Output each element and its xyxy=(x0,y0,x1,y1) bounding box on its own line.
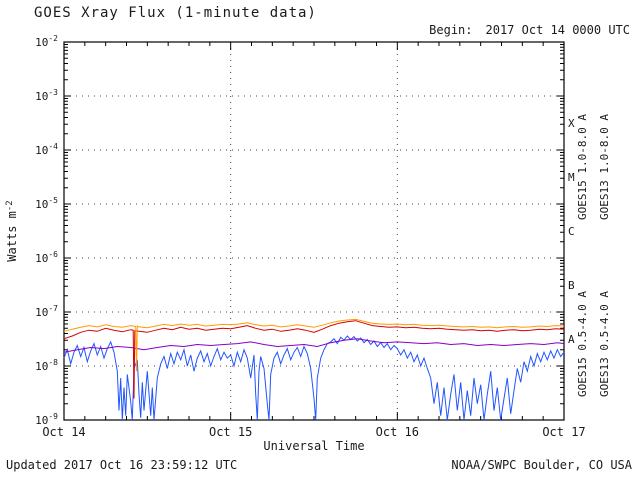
y-tick-label: 10-4 xyxy=(35,142,58,157)
plot-frame xyxy=(63,41,565,421)
axis-ticks xyxy=(63,41,565,421)
plot-border xyxy=(63,41,565,421)
y-tick-label: 10-6 xyxy=(35,250,58,265)
x-axis-tick-labels: Oct 14 Oct 15 Oct 16 Oct 17 xyxy=(42,425,585,439)
flare-class-label: X xyxy=(568,117,575,130)
chart-title: GOES Xray Flux (1-minute data) xyxy=(34,5,317,21)
series-lines xyxy=(63,318,565,421)
x-tick-label: Oct 16 xyxy=(376,425,419,439)
x-tick-label: Oct 15 xyxy=(209,425,252,439)
y-tick-label: 10-2 xyxy=(35,34,58,49)
begin-timestamp: Begin: 2017 Oct 14 0000 UTC xyxy=(400,9,630,51)
source-credit: NOAA/SWPC Boulder, CO USA xyxy=(451,458,632,472)
right-axis-label-goes13-long: GOES13 1.0-8.0 A xyxy=(598,114,611,220)
series-line-goes13-short xyxy=(63,338,565,353)
y-tick-label: 10-9 xyxy=(35,412,58,427)
y-axis-title: Watts m-2 xyxy=(5,200,19,261)
flare-class-label: B xyxy=(568,279,575,292)
y-tick-label: 10-3 xyxy=(35,88,58,103)
grid-lines xyxy=(64,42,564,420)
y-tick-label: 10-5 xyxy=(35,196,58,211)
flare-class-label: C xyxy=(568,225,575,238)
begin-value: 2017 Oct 14 0000 UTC xyxy=(485,23,631,37)
flare-class-labels: X M C B A xyxy=(568,117,575,346)
y-axis-title-text: Watts m-2 xyxy=(5,200,19,261)
flare-class-label: M xyxy=(568,171,575,184)
x-tick-label: Oct 17 xyxy=(542,425,585,439)
right-axis-label-goes15-short: GOES15 0.5-4.0 A xyxy=(576,291,589,397)
x-tick-label: Oct 14 xyxy=(42,425,85,439)
flare-class-label: A xyxy=(568,333,575,346)
x-axis-title: Universal Time xyxy=(263,439,365,453)
updated-timestamp: Updated 2017 Oct 16 23:59:12 UTC xyxy=(6,458,238,472)
y-axis-tick-labels: 10-2 10-3 10-4 10-5 10-6 10-7 10-8 10-9 xyxy=(35,34,58,427)
right-axis-label-goes13-short: GOES13 0.5-4.0 A xyxy=(598,291,611,397)
series-line-goes15-long xyxy=(63,320,565,399)
series-line-goes15-short xyxy=(63,335,565,421)
right-axis-label-goes15-long: GOES15 1.0-8.0 A xyxy=(576,114,589,220)
y-tick-label: 10-7 xyxy=(35,304,58,319)
y-tick-label: 10-8 xyxy=(35,358,58,373)
series-line-goes13-long xyxy=(63,318,565,372)
begin-label: Begin: xyxy=(429,23,473,37)
right-axis-series-labels: GOES15 1.0-8.0 A GOES13 1.0-8.0 A GOES13 0… xyxy=(576,114,611,397)
